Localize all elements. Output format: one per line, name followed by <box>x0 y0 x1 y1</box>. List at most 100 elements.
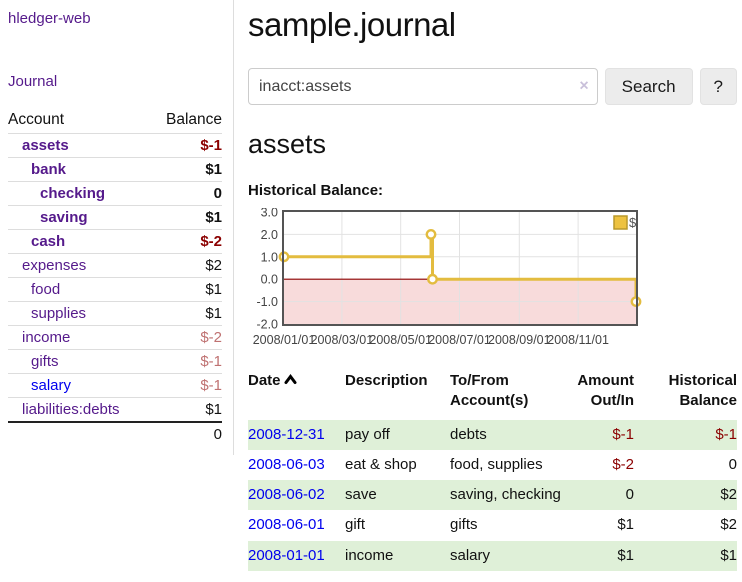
account-balance: $1 <box>205 281 222 298</box>
register-header-date: Date <box>248 367 345 420</box>
account-link-checking[interactable]: checking <box>40 185 106 202</box>
svg-text:-2.0: -2.0 <box>256 318 278 332</box>
search-input[interactable] <box>248 68 598 105</box>
legend-label: $ <box>629 215 637 230</box>
svg-text:2008/03/01: 2008/03/01 <box>311 333 374 347</box>
transaction-accounts: gifts <box>450 516 478 534</box>
transaction-balance: $-1 <box>715 425 737 443</box>
transaction-balance: 0 <box>728 455 737 473</box>
plot-border <box>282 210 638 326</box>
account-row-checking: checking 0 <box>8 181 222 206</box>
account-row-bank: bank $1 <box>8 157 222 182</box>
chart-title: Historical Balance: <box>248 182 384 199</box>
accounts-header-balance: Balance <box>165 111 222 128</box>
account-balance: $-2 <box>200 329 222 346</box>
transaction-description: eat & shop <box>345 455 417 473</box>
account-row-food: food $1 <box>8 277 222 302</box>
register-row: 2008-06-03 eat & shop food, supplies $-2… <box>248 450 737 480</box>
account-balance: $-1 <box>200 137 222 154</box>
account-link-income[interactable]: income <box>22 329 71 346</box>
app-title-link[interactable]: hledger-web <box>8 10 91 27</box>
account-balance: 0 <box>213 185 222 202</box>
accounts-header-account: Account <box>8 111 65 128</box>
register-row: 2008-06-01 gift gifts $1 $2 <box>248 510 737 540</box>
account-link-supplies[interactable]: supplies <box>31 305 87 322</box>
account-link-expenses[interactable]: expenses <box>22 257 87 274</box>
transaction-amount: $1 <box>617 516 634 534</box>
account-balance: $1 <box>205 209 222 226</box>
svg-text:2008/07/01: 2008/07/01 <box>428 333 491 347</box>
account-balance: $2 <box>205 257 222 274</box>
account-row-salary: salary $-1 <box>8 373 222 398</box>
account-balance: $-2 <box>200 233 222 250</box>
svg-text:2008/01/01: 2008/01/01 <box>253 333 316 347</box>
transaction-balance: $2 <box>720 486 737 503</box>
account-link-liabilities-debts[interactable]: liabilities:debts <box>22 401 120 418</box>
accounts-total-value: 0 <box>213 426 222 443</box>
account-heading: assets <box>248 129 327 159</box>
transaction-description: gift <box>345 516 366 534</box>
date-header-label: Date <box>248 372 281 389</box>
account-balance: $-1 <box>200 377 222 394</box>
transaction-description: save <box>345 486 377 503</box>
historical-balance-chart: $ 3.0 2.0 1.0 0.0 -1.0 -2.0 2008/01/01 2… <box>253 208 642 347</box>
account-link-cash[interactable]: cash <box>31 233 66 250</box>
transaction-amount: $1 <box>617 546 634 564</box>
search-button[interactable]: Search <box>604 68 693 105</box>
account-link-saving[interactable]: saving <box>40 209 88 226</box>
account-row-supplies: supplies $1 <box>8 301 222 326</box>
sidebar-inner: hledger-web Journal Account Balance asse… <box>0 0 234 455</box>
account-link-assets[interactable]: assets <box>22 137 69 154</box>
transaction-balance: $2 <box>720 516 737 534</box>
transaction-amount: 0 <box>625 486 634 503</box>
svg-text:2008/11/01: 2008/11/01 <box>547 333 609 347</box>
account-link-salary[interactable]: salary <box>31 377 72 394</box>
sort-ascending-icon <box>284 374 297 384</box>
account-row-income: income $-2 <box>8 325 222 350</box>
x-axis-labels: 2008/01/01 2008/03/01 2008/05/01 2008/07… <box>253 333 609 347</box>
transaction-date-link[interactable]: 2008-06-02 <box>248 486 325 503</box>
account-row-cash: cash $-2 <box>8 229 222 254</box>
register-header-amount: Amount Out/In <box>577 372 634 410</box>
account-row-saving: saving $1 <box>8 205 222 230</box>
y-axis-labels: 3.0 2.0 1.0 0.0 -1.0 -2.0 <box>256 208 278 332</box>
accounts-total-row: 0 <box>8 422 222 449</box>
transaction-date-link[interactable]: 2008-01-01 <box>248 546 325 564</box>
register-row: 2008-01-01 income salary $1 $1 <box>248 540 737 571</box>
account-row-assets: assets $-1 <box>8 133 222 158</box>
register-table: Date Description To/From Account(s) Amou… <box>248 367 737 571</box>
transaction-accounts: salary <box>450 546 491 564</box>
account-link-food[interactable]: food <box>31 281 61 298</box>
transaction-date-link[interactable]: 2008-12-31 <box>248 425 325 443</box>
transaction-date-link[interactable]: 2008-06-03 <box>248 455 325 473</box>
search-help-button[interactable]: ? <box>699 68 737 105</box>
transaction-accounts: debts <box>450 425 487 443</box>
svg-text:3.0: 3.0 <box>261 208 278 220</box>
svg-text:2.0: 2.0 <box>261 228 278 242</box>
transaction-accounts: food, supplies <box>450 455 543 473</box>
accounts-table: Account Balance assets $-1 bank $1 check… <box>8 107 222 449</box>
transaction-balance: $1 <box>720 546 737 564</box>
transaction-date-link[interactable]: 2008-06-01 <box>248 516 325 534</box>
page-title: sample.journal <box>248 6 456 43</box>
transaction-amount: $-2 <box>612 455 634 473</box>
register-header-row: Date Description To/From Account(s) Amou… <box>248 367 737 420</box>
sidebar-item-journal[interactable]: Journal <box>8 73 58 90</box>
register-header-balance: Historical Balance <box>668 372 737 410</box>
account-link-bank[interactable]: bank <box>31 161 67 178</box>
register-row: 2008-12-31 pay off debts $-1 $-1 <box>248 419 737 450</box>
main-content: sample.journal × Search ? assets Histori… <box>234 0 742 571</box>
svg-text:2008/05/01: 2008/05/01 <box>369 333 432 347</box>
register-header-description: Description <box>345 372 428 389</box>
svg-text:0.0: 0.0 <box>261 273 278 287</box>
register-header-accounts: To/From Account(s) <box>450 372 529 410</box>
chart-legend: $ <box>613 215 637 230</box>
account-balance: $1 <box>205 401 222 418</box>
sidebar: hledger-web Journal Account Balance asse… <box>0 0 234 571</box>
transaction-description: income <box>345 546 394 564</box>
account-row-gifts: gifts $-1 <box>8 349 222 374</box>
transaction-description: pay off <box>345 425 390 443</box>
clear-search-icon[interactable]: × <box>579 77 589 95</box>
account-link-gifts[interactable]: gifts <box>31 353 59 370</box>
